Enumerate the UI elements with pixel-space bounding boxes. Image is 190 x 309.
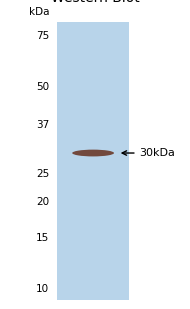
- Text: 10: 10: [36, 284, 49, 294]
- Text: 15: 15: [36, 233, 49, 243]
- Text: 20: 20: [36, 197, 49, 207]
- Text: 50: 50: [36, 82, 49, 92]
- Ellipse shape: [72, 150, 114, 156]
- Text: kDa: kDa: [29, 7, 49, 17]
- Text: 75: 75: [36, 31, 49, 41]
- Text: 37: 37: [36, 120, 49, 130]
- FancyBboxPatch shape: [57, 22, 129, 300]
- Text: 25: 25: [36, 169, 49, 179]
- Text: 30kDa: 30kDa: [139, 148, 175, 158]
- Text: Western Blot: Western Blot: [51, 0, 139, 5]
